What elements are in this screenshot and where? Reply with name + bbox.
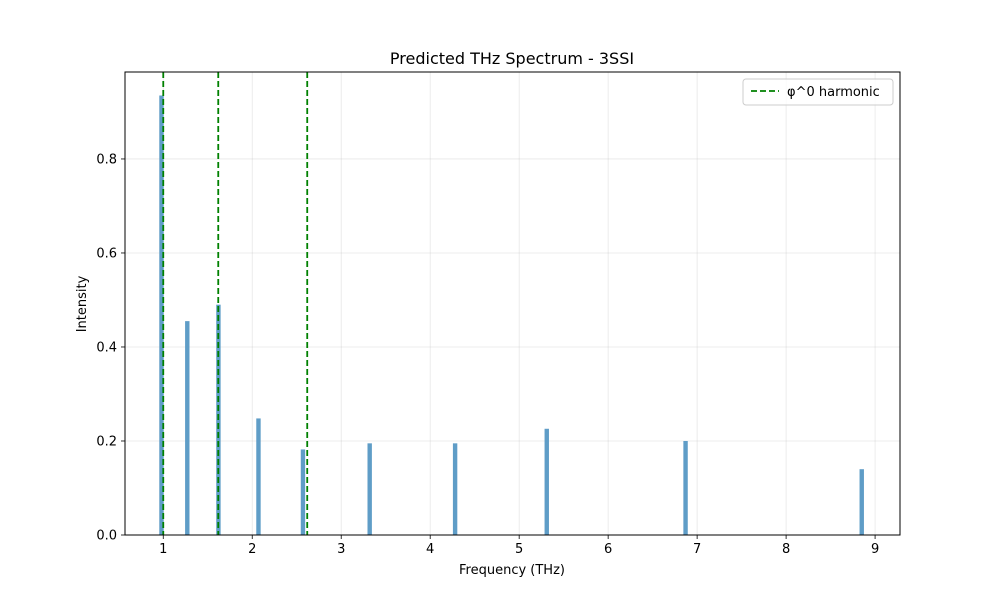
y-axis-label: Intensity [75,275,90,332]
x-tick-label: 4 [426,542,434,557]
reference-line-layer [162,72,309,535]
x-tick-label: 6 [604,542,612,557]
x-tick-label: 9 [871,542,879,557]
x-tick-label: 7 [693,542,701,557]
spectrum-bar [367,443,372,535]
legend-box [742,78,894,106]
y-tick-label: 0.6 [96,246,117,261]
spectrum-bar [683,440,688,535]
y-tick-label: 0.0 [96,529,117,544]
x-tick-label: 3 [337,542,345,557]
x-axis-ticks: 1 2 3 4 5 6 7 8 9 [159,535,879,557]
spectrum-bar [859,469,864,535]
x-tick-label: 2 [248,542,256,557]
legend-label: φ^0 harmonic [787,85,880,100]
spectrum-bar [300,449,306,535]
x-tick-label: 5 [515,542,523,557]
y-tick-label: 0.2 [96,434,117,449]
legend: φ^0 harmonic [742,78,894,106]
plot-frame [124,71,901,536]
spectrum-bar [159,95,164,536]
spectrum-bar [185,321,190,535]
x-axis-label: Frequency (THz) [459,563,565,578]
spectrum-bar [452,443,458,535]
spectrum-bar [256,418,261,535]
chart-title: Predicted THz Spectrum - 3SSI [390,49,634,68]
y-tick-label: 0.8 [96,152,117,167]
y-axis-ticks: 0.0 0.2 0.4 0.6 0.8 [96,152,125,544]
x-tick-label: 1 [159,542,167,557]
x-tick-label: 8 [782,542,790,557]
y-tick-label: 0.4 [96,340,117,355]
spectrum-bar [544,428,549,535]
